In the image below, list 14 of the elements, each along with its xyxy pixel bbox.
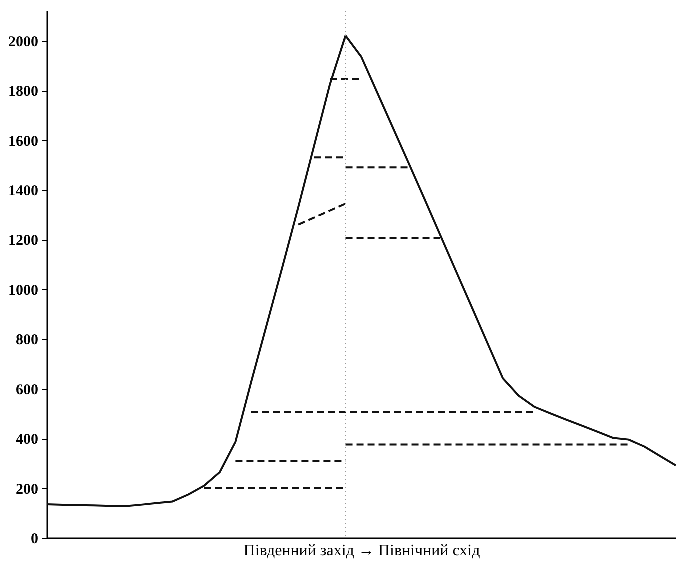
y-tick-label: 1800 xyxy=(8,84,38,100)
y-tick-label: 200 xyxy=(16,482,38,498)
line-series xyxy=(298,202,347,226)
line-series xyxy=(46,34,677,508)
y-tick-label: 1400 xyxy=(8,183,38,200)
y-tick-label: 0 xyxy=(31,532,38,548)
y-tick-label: 1000 xyxy=(8,282,38,299)
y-tick-label: 800 xyxy=(16,332,38,349)
y-tick-label: 1600 xyxy=(8,134,38,150)
y-tick-label: 1200 xyxy=(8,233,38,250)
y-tick-label: 400 xyxy=(16,432,38,448)
y-tick-label: 600 xyxy=(16,382,38,398)
x-axis-title: Південний захід → Північний схід xyxy=(244,542,480,560)
y-tick-label: 2000 xyxy=(8,34,38,50)
